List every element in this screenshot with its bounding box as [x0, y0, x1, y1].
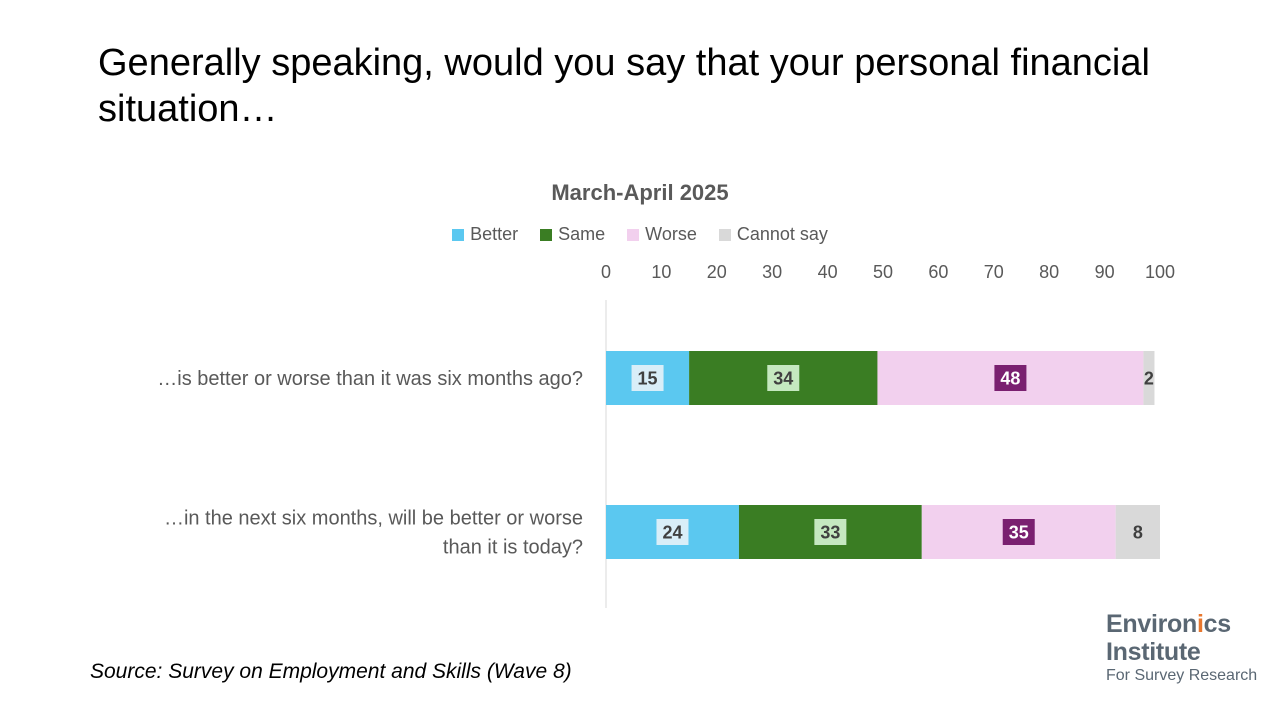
category-label: …is better or worse than it was six mont… [157, 368, 583, 390]
category-label: …in the next six months, will be better … [164, 508, 583, 530]
logo-tagline: For Survey Research [1106, 667, 1258, 684]
x-tick-label: 70 [984, 262, 1004, 282]
source-note: Source: Survey on Employment and Skills … [90, 660, 572, 683]
chart-title: March-April 2025 [551, 180, 729, 205]
bar-cannot-say [1143, 351, 1155, 405]
data-label: 35 [1009, 523, 1029, 543]
bar-cannot-say [1115, 505, 1160, 559]
x-tick-label: 10 [651, 262, 671, 282]
data-label: 8 [1133, 523, 1143, 543]
x-tick-label: 90 [1095, 262, 1115, 282]
legend-item-better: Better [452, 224, 518, 245]
x-tick-label: 50 [873, 262, 893, 282]
x-tick-label: 0 [601, 262, 611, 282]
data-label: 15 [638, 369, 658, 389]
x-tick-label: 40 [818, 262, 838, 282]
legend-swatch [718, 228, 731, 241]
legend-swatch [627, 228, 640, 241]
legend-swatch [452, 228, 465, 241]
environics-logo: Environics Institute For Survey Research [1106, 610, 1276, 686]
legend-swatch [540, 228, 553, 241]
chart-legend: Better Same Worse Cannot say [0, 224, 1280, 245]
logo-institute: Institute [1106, 638, 1201, 666]
x-tick-label: 30 [762, 262, 782, 282]
data-label-box [1002, 519, 1035, 545]
category-label: than it is today? [443, 537, 583, 559]
legend-label: Worse [645, 224, 697, 244]
data-label-box [767, 365, 800, 391]
x-tick-label: 100 [1145, 262, 1175, 282]
data-label-box [994, 365, 1027, 391]
legend-label: Same [558, 224, 606, 244]
data-label-box [814, 519, 847, 545]
slide-title: Generally speaking, would you say that y… [98, 42, 1150, 130]
legend-label: Cannot say [736, 224, 828, 244]
legend-label: Better [470, 224, 519, 244]
data-label-box [631, 365, 664, 391]
x-tick-label: 80 [1039, 262, 1059, 282]
x-tick-label: 20 [707, 262, 727, 282]
data-label: 34 [773, 369, 793, 389]
legend-item-worse: Worse [627, 224, 697, 245]
legend-item-same: Same [540, 224, 605, 245]
data-label: 48 [1000, 369, 1020, 389]
logo-name: Environics [1106, 610, 1231, 638]
data-label: 2 [1144, 369, 1154, 389]
data-label: 33 [820, 523, 840, 543]
data-label-box [656, 519, 689, 545]
legend-item-cannot-say: Cannot say [718, 224, 828, 245]
x-tick-label: 60 [928, 262, 948, 282]
data-label: 24 [662, 523, 682, 543]
